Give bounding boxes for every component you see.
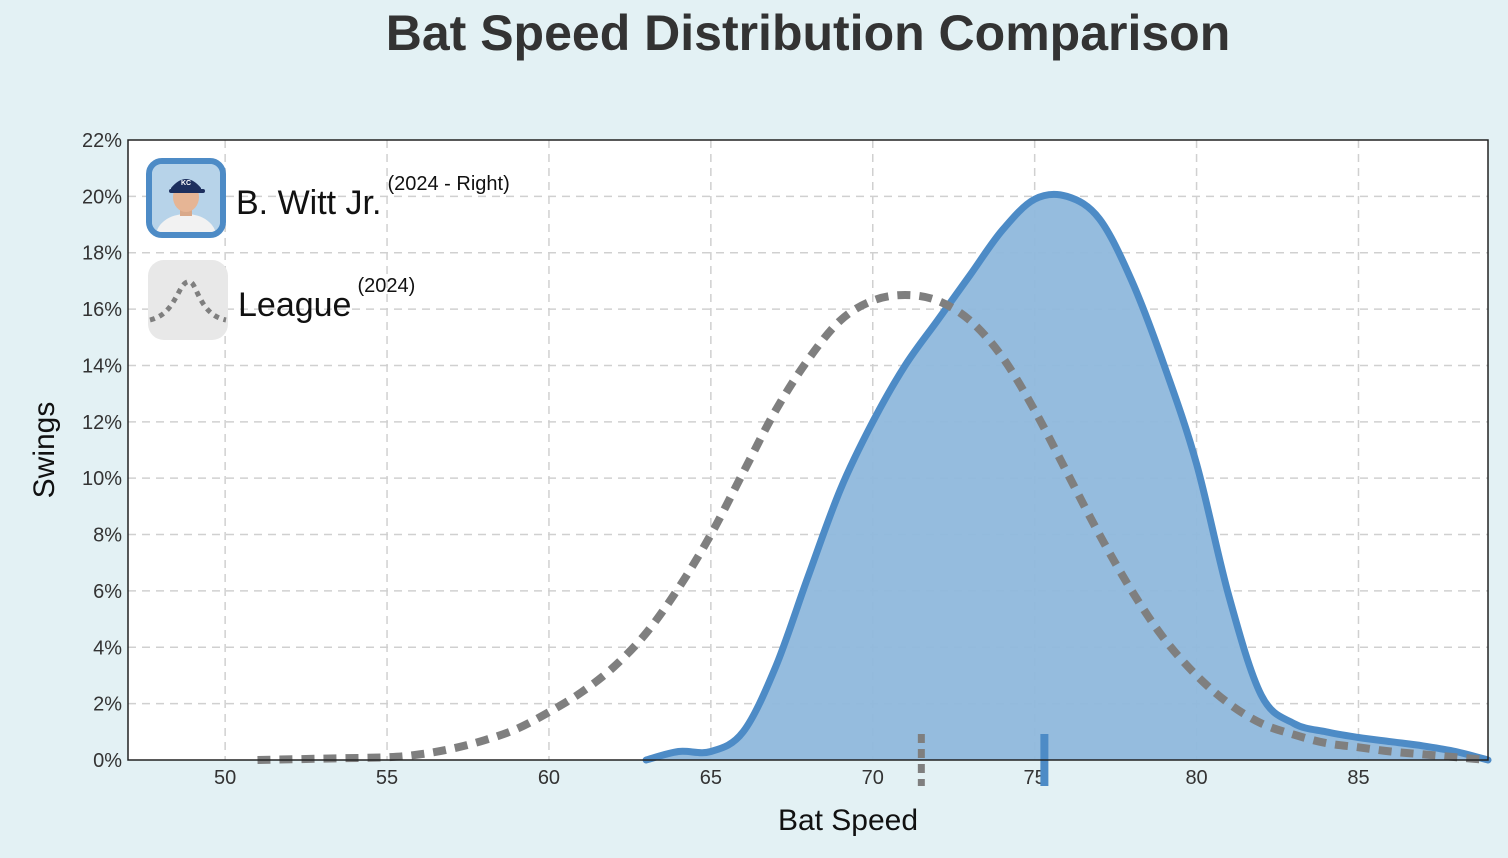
legend-league-detail: (2024) [357, 275, 416, 297]
legend-item-league[interactable]: League (2024) [148, 260, 415, 340]
x-tick-label: 55 [376, 767, 398, 789]
player-line [642, 190, 1492, 764]
y-tick-label: 14% [82, 355, 122, 377]
legend-label-player: B. Witt Jr. (2024 - Right) [236, 173, 510, 223]
density-curve-icon [148, 260, 228, 340]
legend-league-name: League [238, 286, 352, 324]
y-tick-label: 2% [93, 694, 122, 716]
plot-frame [127, 139, 1489, 761]
legend-player-name: B. Witt Jr. [236, 184, 382, 222]
x-tick-label: 75 [1024, 767, 1046, 789]
player-headshot-icon: KC [146, 158, 226, 238]
y-tick-label: 8% [93, 525, 122, 547]
x-tick-label: 85 [1347, 767, 1369, 789]
y-tick-label: 12% [82, 412, 122, 434]
y-tick-label: 22% [82, 130, 122, 152]
x-tick-label: 60 [538, 767, 560, 789]
x-tick-label: 70 [862, 767, 884, 789]
y-tick-label: 4% [93, 637, 122, 659]
y-tick-label: 6% [93, 581, 122, 603]
y-tick-label: 20% [82, 186, 122, 208]
legend-label-league: League (2024) [238, 275, 415, 325]
y-axis-label: Swings [28, 402, 61, 499]
legend-player-detail: (2024 - Right) [387, 173, 510, 195]
x-tick-label: 65 [700, 767, 722, 789]
y-tick-label: 10% [82, 468, 122, 490]
svg-text:KC: KC [181, 180, 191, 187]
y-tick-label: 16% [82, 299, 122, 321]
chart-title: Bat Speed Distribution Comparison [385, 5, 1231, 61]
x-tick-label: 80 [1185, 767, 1207, 789]
legend-item-player[interactable]: KC B. Witt Jr. (2024 - Right) [146, 158, 510, 238]
x-tick-label: 50 [214, 767, 236, 789]
y-tick-label: 18% [82, 243, 122, 265]
y-tick-label: 0% [93, 750, 122, 772]
league-line [257, 290, 1489, 764]
x-axis-label: Bat Speed [778, 804, 918, 837]
